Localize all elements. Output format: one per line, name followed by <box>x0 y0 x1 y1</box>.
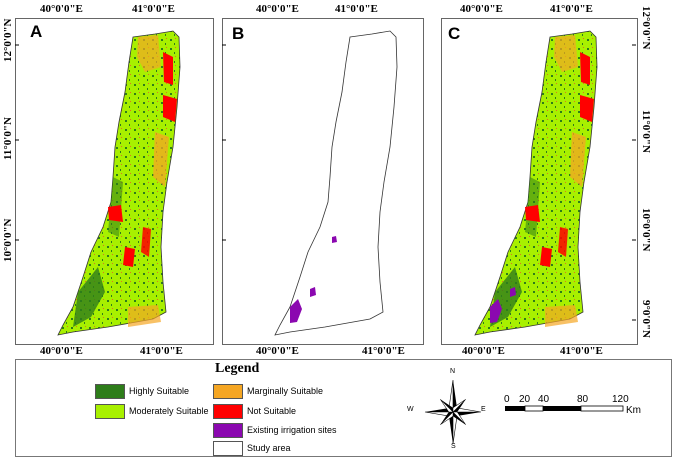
legend-label-irrigation: Existing irrigation sites <box>247 425 337 435</box>
lat-label-left-12: 12°0'0"N <box>2 18 14 62</box>
panel-c-red-mid <box>580 95 594 122</box>
panel-c-red-top <box>580 52 590 85</box>
panel-a-orange-top <box>137 35 161 72</box>
panel-c-red-east <box>558 227 568 257</box>
panel-b-irrigation-map <box>274 30 398 336</box>
panel-a-red-mid <box>163 95 177 122</box>
lat-label-right-12: 12°0'0"N <box>640 6 652 50</box>
lon-label-c-bottom-41: 41°0'0"E <box>560 345 603 357</box>
panel-b-letter: B <box>232 24 245 43</box>
panel-c-irrigation-site-2 <box>510 287 516 297</box>
scale-tick-80: 80 <box>577 394 589 405</box>
panel-a-orange-right <box>153 132 169 187</box>
legend-label-study-area: Study area <box>247 443 291 453</box>
lon-label-c-bottom-40: 40°0'0"E <box>462 345 505 357</box>
panel-a-suitability-map <box>57 30 181 336</box>
compass-rose-icon <box>424 379 482 445</box>
lon-label-a-bottom-40: 40°0'0"E <box>40 345 83 357</box>
panel-c-orange-bottom <box>545 305 578 327</box>
lon-label-b-top-41: 41°0'0"E <box>335 3 378 15</box>
legend-label-moderately: Moderately Suitable <box>129 406 209 416</box>
scale-bar <box>505 405 624 412</box>
lat-label-right-9: 9°0'0"N <box>640 300 652 339</box>
legend-swatch-not <box>213 404 243 419</box>
scale-tick-0: 0 <box>504 394 510 405</box>
lon-label-a-bottom-41: 41°0'0"E <box>140 345 183 357</box>
lat-label-right-10: 10°0'0"N <box>640 208 652 252</box>
legend-title: Legend <box>215 361 260 376</box>
compass-east-label: E <box>481 406 486 413</box>
scale-tick-40: 40 <box>538 394 550 405</box>
panel-a-letter: A <box>30 22 43 41</box>
panel-a-red-top <box>163 52 173 85</box>
panel-b-irrigation-site-1 <box>290 299 302 323</box>
panel-c-orange-top <box>554 35 578 72</box>
legend-label-marginally: Marginally Suitable <box>247 386 324 396</box>
compass-west-label: W <box>407 406 414 413</box>
lat-label-right-11: 11°0'0"N <box>640 110 652 153</box>
map-drawings <box>15 30 636 336</box>
legend-swatch-study-area <box>213 441 243 456</box>
panel-a-dark-green-zone <box>73 267 105 327</box>
panel-b-irrigation-site-2 <box>310 287 316 297</box>
panel-a-orange-bottom <box>128 305 161 327</box>
panel-b-irrigation-site-3 <box>332 236 337 243</box>
legend-label-highly: Highly Suitable <box>129 386 190 396</box>
panel-a-red-west <box>108 205 123 222</box>
legend-swatch-marginally <box>213 384 243 399</box>
lon-label-c-top-40: 40°0'0"E <box>460 3 503 15</box>
lon-label-a-top-40: 40°0'0"E <box>40 3 83 15</box>
legend-swatch-moderately <box>95 404 125 419</box>
legend-swatch-highly <box>95 384 125 399</box>
lon-label-a-top-41: 41°0'0"E <box>132 3 175 15</box>
scale-tick-120: 120 <box>612 394 629 405</box>
panel-a-red-south <box>123 247 135 267</box>
scale-tick-20: 20 <box>519 394 531 405</box>
compass-south-label: S <box>451 443 456 450</box>
legend-swatch-irrigation <box>213 423 243 438</box>
lon-label-b-bottom-40: 40°0'0"E <box>256 345 299 357</box>
panel-c-letter: C <box>448 24 461 43</box>
panel-a-red-east <box>141 227 151 257</box>
panel-c-combined-map <box>474 30 598 336</box>
lat-label-left-11: 11°0'0"N <box>2 117 14 160</box>
lon-label-b-top-40: 40°0'0"E <box>256 3 299 15</box>
lat-label-left-10: 10°0'0"N <box>2 218 14 262</box>
scale-unit: Km <box>626 405 641 416</box>
panel-c-red-south <box>540 247 552 267</box>
lon-label-b-bottom-41: 41°0'0"E <box>362 345 405 357</box>
panel-c-irrigation-site-1 <box>490 299 502 323</box>
lon-label-c-top-41: 41°0'0"E <box>550 3 593 15</box>
panel-c-orange-right <box>570 132 586 187</box>
legend-label-not: Not Suitable <box>247 406 297 416</box>
compass-north-label: N <box>450 368 456 375</box>
panel-c-red-west <box>525 205 540 222</box>
